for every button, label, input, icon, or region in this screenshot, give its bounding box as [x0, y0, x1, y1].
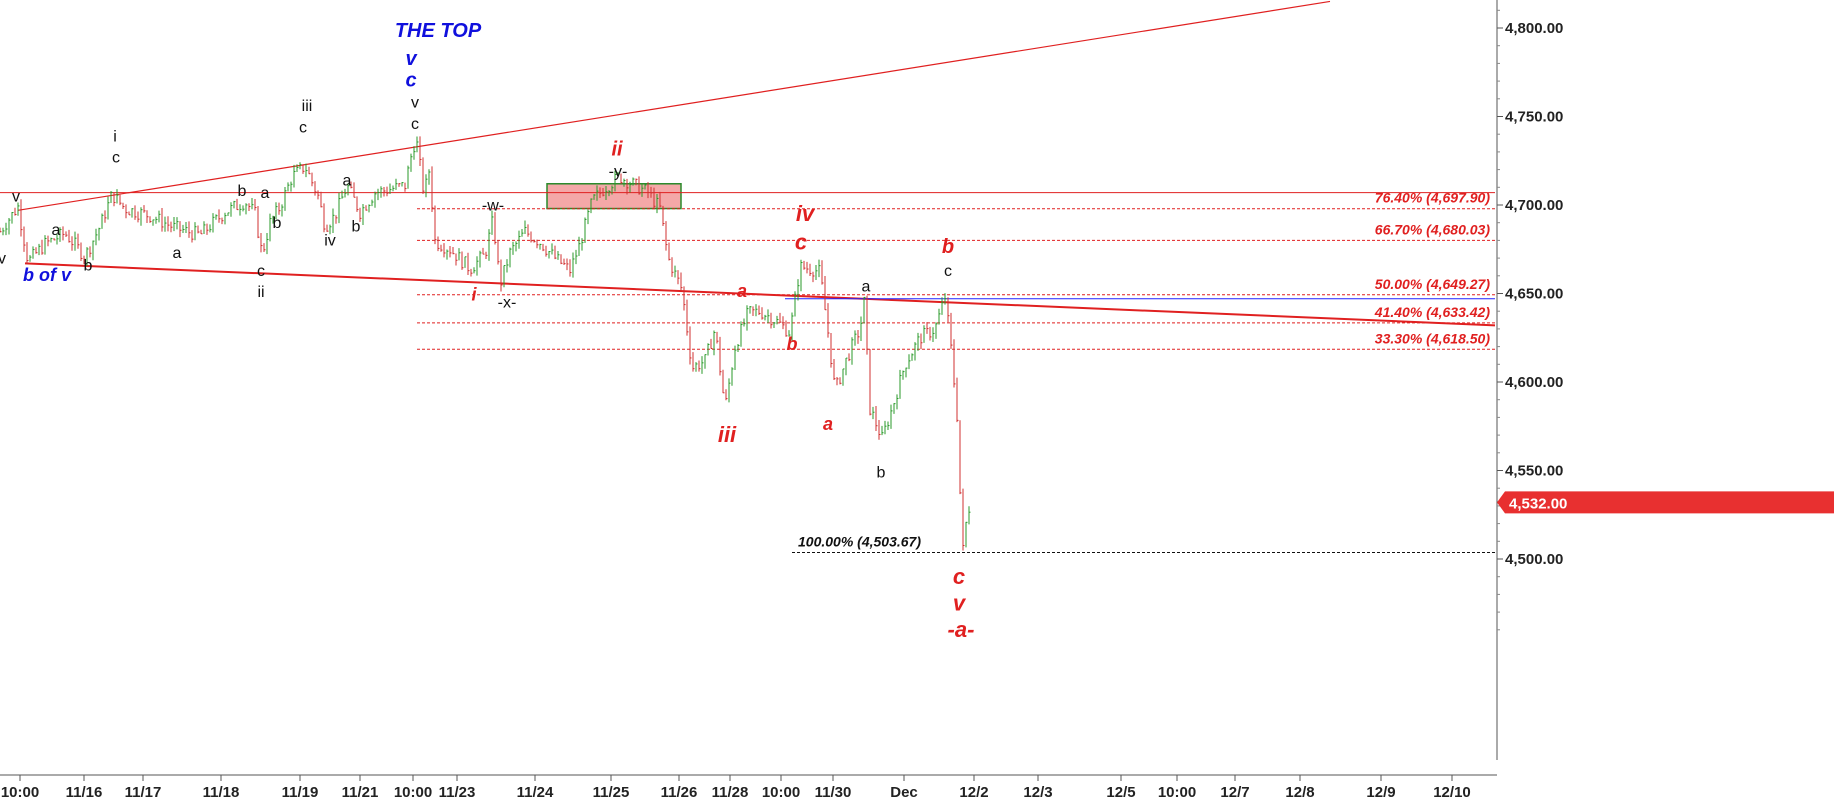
wave-label: -y-	[609, 164, 628, 181]
wave-label: iv	[324, 233, 336, 250]
wave-label: v	[411, 95, 419, 112]
wave-label: c	[112, 150, 120, 167]
wave-label: b of v	[23, 265, 72, 285]
trend-lines	[0, 0, 1496, 327]
last-price-label: 4,532.00	[1509, 495, 1567, 512]
fib-label: 100.00% (4,503.67)	[798, 534, 921, 550]
wave-label: iii	[302, 98, 313, 115]
x-tick-label: 12/10	[1433, 784, 1471, 801]
wave-label: b	[877, 465, 886, 482]
wave-label: c	[795, 229, 807, 254]
wave-label: iii	[718, 422, 737, 447]
x-tick-label: 11/17	[125, 784, 162, 801]
wave-label: b	[942, 236, 954, 258]
wave-label: THE TOP	[395, 20, 482, 42]
trend-line	[24, 262, 1496, 327]
y-tick-label: 4,800.00	[1505, 20, 1563, 37]
x-tick-label: 11/24	[517, 784, 554, 801]
wave-label: ii	[257, 284, 264, 301]
x-axis: 10:00 11/16 11/17 11/18 11/19 11/21 10:00 11/23…	[0, 774, 1497, 801]
wave-label: b	[352, 219, 361, 236]
trend-line	[17, 0, 1331, 211]
wave-label: a	[823, 414, 833, 434]
wave-label: a	[173, 245, 182, 262]
highlight-box	[546, 183, 682, 210]
y-axis: 4,800.00 4,750.00 4,700.00 4,650.00 4,600.00…	[1496, 0, 1563, 760]
last-price-badge	[1497, 491, 1834, 514]
x-tick-label: 11/18	[203, 784, 240, 801]
wave-label: a	[52, 222, 61, 239]
x-tick-label: 11/25	[593, 784, 630, 801]
x-tick-label: 11/16	[66, 784, 103, 801]
x-tick-label: 12/2	[959, 784, 988, 801]
wave-label: b	[273, 215, 282, 232]
y-tick-label: 4,650.00	[1505, 286, 1563, 303]
x-tick-label: 12/5	[1106, 784, 1135, 801]
x-tick-label: 11/19	[282, 784, 319, 801]
wave-label: a	[343, 173, 352, 190]
wave-label: b	[84, 257, 93, 274]
wave-label: c	[299, 119, 307, 136]
wave-label: c	[405, 69, 416, 91]
wave-label: v	[0, 250, 6, 267]
x-tick-label: 10:00	[394, 784, 432, 801]
y-tick-label: 4,600.00	[1505, 374, 1563, 391]
fib-label: 41.40% (4,633.42)	[1374, 304, 1491, 320]
wave-label: iv	[796, 201, 816, 226]
y-tick-label: 4,750.00	[1505, 109, 1563, 126]
y-tick-label: 4,500.00	[1505, 551, 1563, 568]
x-tick-label: 10:00	[762, 784, 800, 801]
x-tick-label: 11/21	[342, 784, 379, 801]
wave-label: b	[787, 334, 798, 354]
wave-label: i	[471, 285, 477, 305]
wave-label: c	[411, 116, 419, 133]
wave-label: -x-	[498, 295, 517, 312]
wave-label: -w-	[482, 197, 504, 214]
wave-label: b	[238, 183, 247, 200]
x-tick-label: 10:00	[1158, 784, 1196, 801]
x-tick-label: 10:00	[1, 784, 39, 801]
wave-label: c	[953, 564, 965, 589]
x-tick-label: 12/7	[1220, 784, 1249, 801]
wave-label: ii	[611, 138, 623, 160]
x-tick-label: Dec	[890, 784, 918, 801]
x-tick-label: 12/9	[1366, 784, 1395, 801]
x-tick-label: 11/30	[815, 784, 852, 801]
fib-label: 50.00% (4,649.27)	[1375, 276, 1491, 292]
y-tick-label: 4,700.00	[1505, 197, 1563, 214]
consolidation-box	[546, 183, 682, 210]
x-tick-label: 11/28	[712, 784, 749, 801]
wave-label: a	[737, 281, 747, 301]
fib-label: 66.70% (4,680.03)	[1375, 221, 1491, 237]
wave-label: a	[261, 185, 270, 202]
x-tick-label: 11/23	[439, 784, 476, 801]
wave-label: c	[944, 263, 952, 280]
last-price-marker: 4,532.00	[1497, 491, 1834, 514]
wave-label: v	[953, 590, 967, 615]
wave-label: -a-	[948, 617, 975, 642]
x-tick-label: 12/3	[1023, 784, 1052, 801]
price-candles	[0, 136, 971, 551]
wave-label: c	[257, 263, 265, 280]
wave-label: v	[12, 188, 20, 205]
y-tick-label: 4,550.00	[1505, 463, 1563, 480]
wave-label: a	[862, 279, 871, 296]
x-tick-label: 11/26	[661, 784, 698, 801]
fibonacci-levels: 76.40% (4,697.90) 66.70% (4,680.03) 50.00%…	[417, 190, 1495, 554]
wave-label: v	[405, 48, 418, 70]
wave-label: i	[113, 128, 117, 145]
fib-label: 76.40% (4,697.90)	[1375, 190, 1491, 206]
x-tick-label: 12/8	[1285, 784, 1314, 801]
fib-label: 33.30% (4,618.50)	[1375, 330, 1491, 346]
